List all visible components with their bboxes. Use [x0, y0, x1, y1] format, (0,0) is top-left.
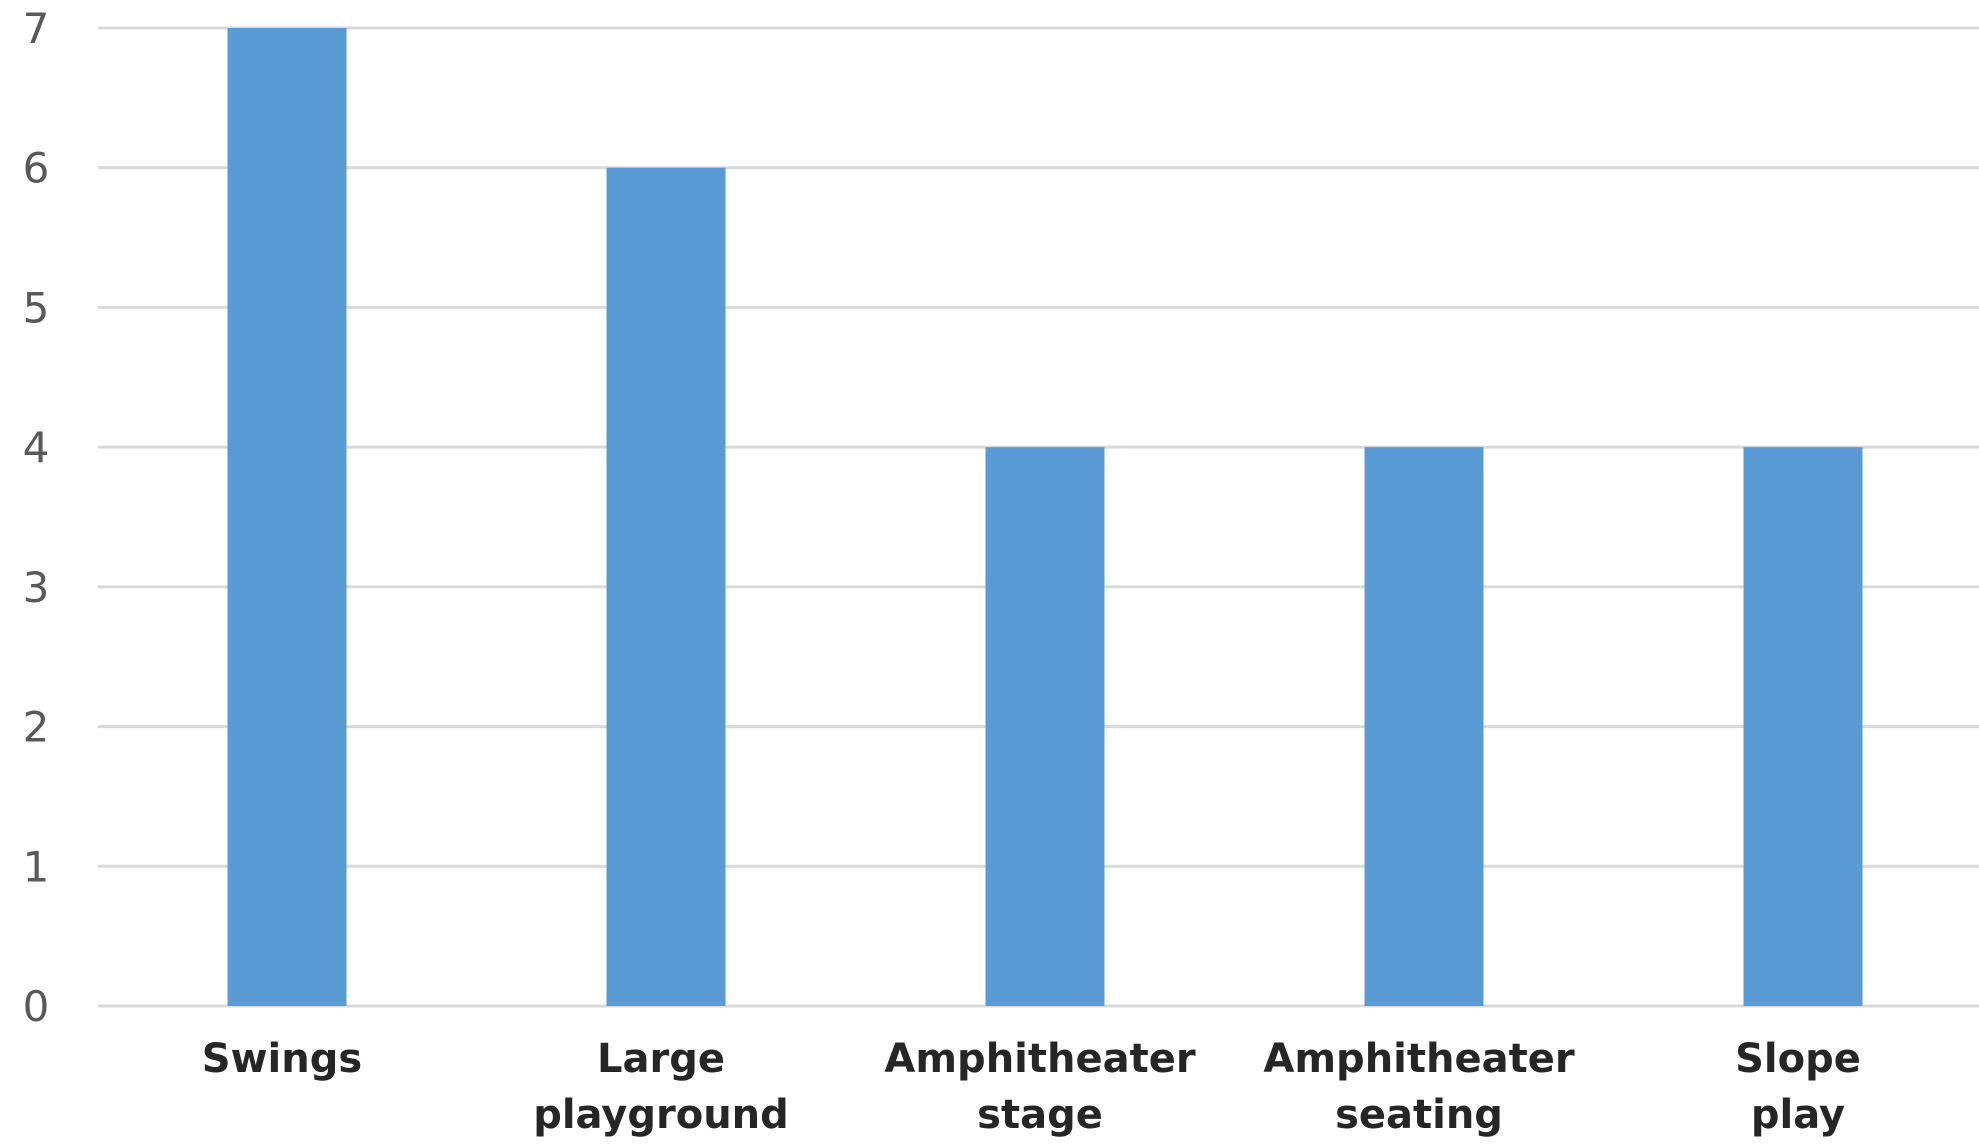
x-category-label: Amphitheater — [884, 1036, 1195, 1082]
bar — [227, 28, 347, 1006]
y-tick-label: 5 — [23, 283, 50, 332]
bar — [985, 447, 1105, 1007]
x-category-label: Slope — [1735, 1036, 1861, 1082]
x-category-label: play — [1751, 1092, 1845, 1138]
x-category-label: stage — [977, 1092, 1103, 1138]
x-axis-category-labels: Swings Large playground Amphitheater stage Am… — [202, 1036, 1861, 1138]
bar — [1364, 447, 1484, 1007]
bar — [606, 167, 726, 1006]
y-tick-label: 4 — [23, 423, 50, 472]
y-tick-label: 2 — [23, 703, 50, 752]
bar-series — [227, 28, 1863, 1007]
x-category-label: seating — [1335, 1092, 1503, 1138]
y-tick-label: 7 — [23, 4, 50, 53]
y-tick-label: 1 — [23, 842, 50, 891]
y-axis-tick-labels: 0 1 2 3 4 5 6 7 — [23, 4, 50, 1031]
x-category-label: Swings — [202, 1036, 362, 1082]
x-category-label: Large — [597, 1036, 725, 1082]
x-category-label: Amphitheater — [1263, 1036, 1574, 1082]
y-tick-label: 0 — [23, 982, 50, 1031]
y-tick-label: 3 — [23, 563, 50, 612]
y-tick-label: 6 — [23, 144, 50, 193]
x-category-label: playground — [533, 1092, 789, 1138]
bar — [1743, 447, 1863, 1007]
